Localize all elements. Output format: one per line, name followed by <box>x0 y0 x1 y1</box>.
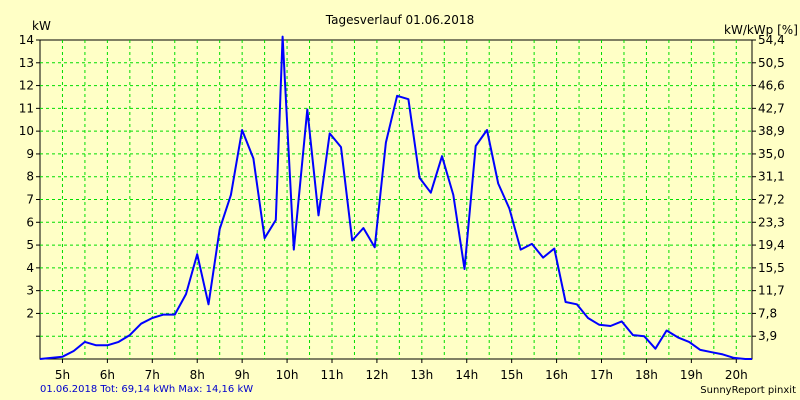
y-left-tick-label: 3 <box>26 284 34 298</box>
y-right-tick-label: 38,9 <box>758 124 785 138</box>
x-tick-label: 15h <box>500 368 523 382</box>
y-right-tick-label: 3,9 <box>758 329 777 343</box>
y-left-tick-label: 11 <box>19 101 34 115</box>
y-left-tick-label: 13 <box>19 56 34 70</box>
x-tick-label: 12h <box>365 368 388 382</box>
y-right-tick-label: 31,1 <box>758 170 785 184</box>
y-left-tick-label: 7 <box>26 193 34 207</box>
y-right-tick-label: 27,2 <box>758 193 785 207</box>
y-left-tick-label: 12 <box>19 79 34 93</box>
x-tick-label: 18h <box>635 368 658 382</box>
y-left-tick-label: 14 <box>19 33 34 47</box>
y-right-tick-label: 54,4 <box>758 33 785 47</box>
x-tick-label: 14h <box>455 368 478 382</box>
grid <box>40 40 752 359</box>
x-tick-label: 10h <box>276 368 299 382</box>
chart-title: Tagesverlauf 01.06.2018 <box>325 13 474 27</box>
y-left-tick-label: 5 <box>26 238 34 252</box>
y-axis-left-label: kW <box>32 19 51 33</box>
x-tick-label: 17h <box>590 368 613 382</box>
y-right-tick-label: 23,3 <box>758 215 785 229</box>
y-right-tick-label: 42,7 <box>758 101 785 115</box>
y-right-tick-label: 46,6 <box>758 79 785 93</box>
x-tick-label: 7h <box>145 368 160 382</box>
x-axis-ticks: 5h 6h 7h 8h 9h 10h 11h 12h 13h 14h 15h 16h 17h 18h 19h… <box>55 359 748 382</box>
x-tick-label: 20h <box>725 368 748 382</box>
y-left-tick-label: 8 <box>26 170 34 184</box>
series-line <box>39 35 752 360</box>
x-tick-label: 19h <box>680 368 703 382</box>
y-axis-right-label: kW/kWp [%] <box>724 23 798 37</box>
y-right-tick-label: 7,8 <box>758 306 777 320</box>
x-tick-label: 16h <box>545 368 568 382</box>
x-tick-label: 8h <box>190 368 205 382</box>
y-left-tick-label: 2 <box>26 306 34 320</box>
y-right-tick-label: 19,4 <box>758 238 785 252</box>
x-tick-label: 6h <box>100 368 115 382</box>
y-right-tick-label: 15,5 <box>758 261 785 275</box>
footer-summary: 01.06.2018 Tot: 69,14 kWh Max: 14,16 kW <box>40 384 253 395</box>
series-layer <box>39 35 752 360</box>
y-axis-left-ticks: 2 3 4 5 6 7 8 9 10 11 12 13 14 <box>19 33 40 337</box>
y-left-tick-label: 10 <box>19 124 34 138</box>
y-left-tick-label: 6 <box>26 215 34 229</box>
y-left-tick-label: 4 <box>26 261 34 275</box>
y-right-tick-label: 35,0 <box>758 147 785 161</box>
footer-credit: SunnyReport pinxit <box>700 385 796 396</box>
x-tick-label: 5h <box>55 368 70 382</box>
y-right-tick-label: 11,7 <box>758 284 785 298</box>
y-axis-right-ticks: 3,9 7,8 11,7 15,5 19,4 23,3 27,2 31,1 35,0 38,9 42… <box>752 33 785 343</box>
y-left-tick-label: 9 <box>26 147 34 161</box>
x-tick-label: 11h <box>321 368 344 382</box>
x-tick-label: 9h <box>235 368 250 382</box>
y-right-tick-label: 50,5 <box>758 56 785 70</box>
x-tick-label: 13h <box>410 368 433 382</box>
